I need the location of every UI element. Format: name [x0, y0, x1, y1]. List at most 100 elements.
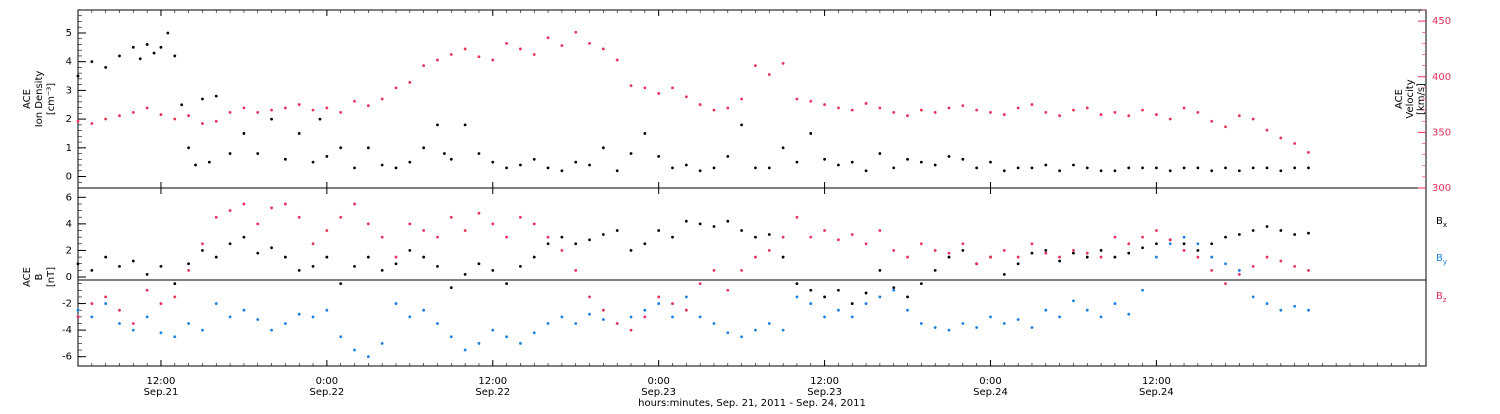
velocity-point [1085, 106, 1089, 110]
by-point [242, 308, 246, 312]
velocity-point [588, 41, 591, 45]
bz-point [339, 215, 343, 219]
bx-point [754, 235, 757, 239]
by-point [1168, 242, 1172, 246]
top-left-tick-label: 1 [66, 143, 72, 154]
top-right-ylabel-line1: ACE [1394, 89, 1405, 109]
velocity-point [684, 95, 688, 99]
top-left-tick-label: 3 [66, 85, 72, 96]
bx-point [947, 255, 951, 259]
by-point [201, 328, 204, 332]
velocity-point [145, 106, 149, 110]
ion-density-point [1237, 169, 1241, 173]
x-tick-date-label: Sep.21 [144, 387, 179, 398]
bx-point [823, 295, 826, 299]
x-tick-date-label: Sep.23 [807, 387, 842, 398]
by-point [1237, 268, 1241, 272]
bz-point [975, 262, 979, 266]
ion-density-point [173, 54, 177, 58]
ion-density-point [712, 166, 716, 170]
velocity-point [422, 64, 426, 68]
bx-point [588, 238, 591, 242]
by-point [795, 295, 799, 299]
bx-point [270, 246, 273, 250]
bz-point [104, 295, 108, 299]
velocity-point [1293, 142, 1297, 145]
bx-point [1044, 249, 1048, 252]
legend-bx-sub: x [1443, 221, 1447, 229]
bx-point [463, 272, 467, 276]
x-tick-time-label: 12:00 [147, 376, 176, 387]
bz-point [892, 249, 896, 252]
velocity-point [740, 97, 744, 101]
x-tick-time-label: 12:00 [478, 376, 507, 387]
by-point [256, 318, 260, 321]
ion-density-point [519, 163, 522, 167]
by-point [919, 322, 923, 325]
ion-density-point [1016, 166, 1020, 170]
ion-density-point [477, 152, 481, 155]
velocity-point [242, 106, 246, 110]
bx-point [118, 264, 121, 268]
top-left-tick-label: 2 [66, 114, 72, 125]
bx-point [1265, 225, 1269, 228]
ion-density-point [104, 66, 108, 69]
ion-density-point [228, 152, 232, 155]
bx-point [643, 242, 647, 246]
ion-density-point [837, 163, 840, 167]
by-point [187, 322, 191, 325]
bx-point [505, 282, 508, 286]
bz-point [601, 308, 605, 312]
by-point [339, 335, 343, 339]
bx-point [837, 288, 840, 292]
bx-point [353, 264, 356, 268]
top-ylabel-line3: [cm⁻³] [46, 83, 57, 115]
by-point [477, 342, 481, 345]
by-point [643, 308, 647, 312]
bx-point [574, 242, 578, 246]
bz-point [1030, 242, 1034, 246]
velocity-point [1141, 108, 1144, 112]
ion-density-point [1196, 166, 1200, 170]
ion-density-point [201, 97, 204, 101]
x-tick-date-label: Sep.24 [973, 387, 1008, 398]
x-tick-date-label: Sep.23 [641, 387, 676, 398]
top-right-tick-label: 400 [1432, 72, 1451, 83]
bx-point [256, 251, 260, 255]
ion-density-point [380, 163, 384, 167]
bx-point [131, 259, 135, 263]
legend-bx: Bx [1436, 216, 1447, 229]
bz-point [297, 215, 301, 219]
bz-point [919, 242, 923, 246]
bx-point [546, 242, 550, 246]
bz-point [809, 235, 813, 239]
by-point [809, 302, 813, 305]
ion-density-point [906, 157, 909, 161]
ion-density-point [283, 157, 287, 161]
bx-point [878, 268, 882, 272]
ion-density-point [1307, 166, 1310, 170]
by-point [1224, 262, 1227, 266]
top-right-tick-label: 300 [1432, 183, 1451, 194]
bz-point [588, 295, 591, 299]
bz-point [657, 295, 661, 299]
ion-density-point [947, 155, 951, 158]
velocity-point [809, 99, 813, 103]
velocity-point [311, 108, 315, 112]
ion-density-point [1182, 166, 1186, 170]
velocity-point [339, 110, 343, 114]
ion-density-point [90, 60, 94, 64]
ion-density-point [166, 31, 170, 35]
bz-point [1224, 282, 1227, 286]
bz-point [491, 222, 495, 226]
ion-density-point [1141, 166, 1144, 170]
bx-point [1279, 229, 1283, 232]
velocity-point [408, 80, 412, 84]
velocity-point [671, 86, 674, 90]
bottom-left-tick-label: 0 [66, 272, 72, 283]
bz-point [463, 229, 467, 232]
bz-point [629, 328, 633, 332]
by-point [837, 308, 840, 312]
ion-density-point [740, 123, 744, 127]
by-point [90, 315, 94, 319]
